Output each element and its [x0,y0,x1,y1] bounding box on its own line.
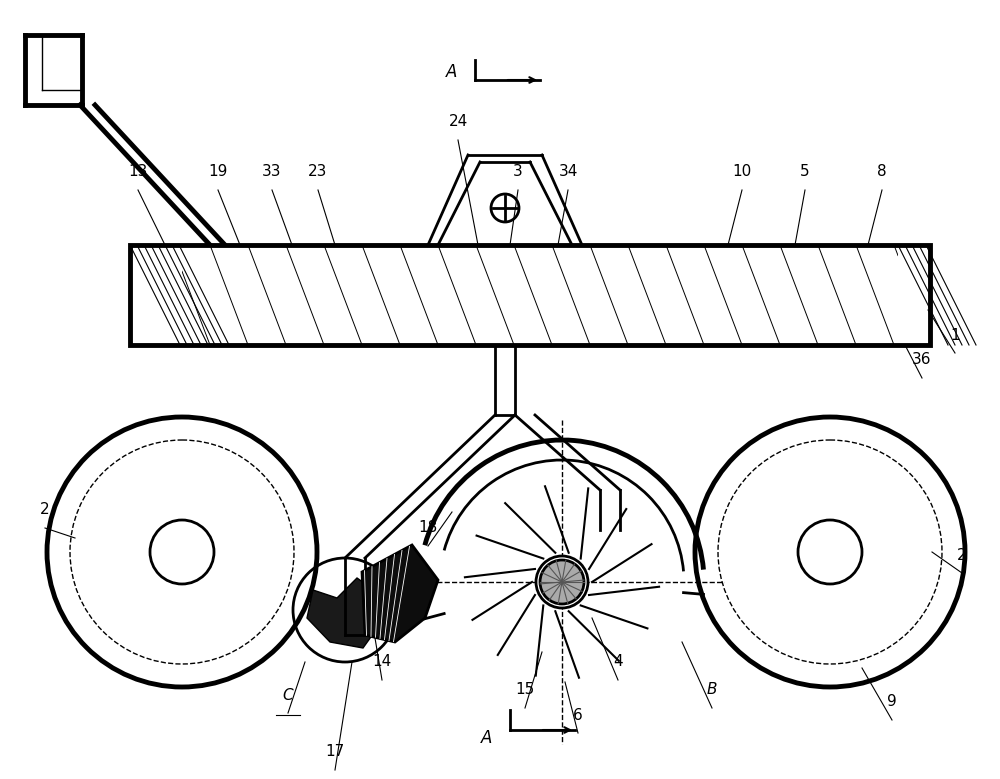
Text: 8: 8 [877,164,887,179]
Text: A: A [481,729,493,747]
Polygon shape [307,578,383,648]
Text: 15: 15 [515,682,535,697]
Bar [898,245,930,345]
Text: 4: 4 [613,654,623,669]
Text: 3: 3 [513,164,523,179]
Text: 6: 6 [573,707,583,722]
Text: 9: 9 [887,695,897,710]
Text: 34: 34 [558,164,578,179]
Text: A: A [446,63,458,81]
Text: 14: 14 [372,654,392,669]
Text: 24: 24 [448,115,468,129]
Text: 33: 33 [262,164,282,179]
Text: 10: 10 [732,164,752,179]
Polygon shape [362,545,438,642]
Text: 36: 36 [912,353,932,368]
Text: B: B [707,682,717,697]
Text: 18: 18 [418,520,438,535]
Text: 13: 13 [128,164,148,179]
Text: 5: 5 [800,164,810,179]
Text: 1: 1 [950,327,960,343]
Text: 2: 2 [40,502,50,517]
Text: 2: 2 [957,548,967,562]
Circle shape [540,560,584,604]
Bar [130,245,182,345]
Text: 17: 17 [325,745,345,760]
Circle shape [536,556,588,608]
Text: 23: 23 [308,164,328,179]
Bar [130,245,930,345]
Bar [130,245,930,345]
Text: C: C [283,688,293,703]
Text: 19: 19 [208,164,228,179]
